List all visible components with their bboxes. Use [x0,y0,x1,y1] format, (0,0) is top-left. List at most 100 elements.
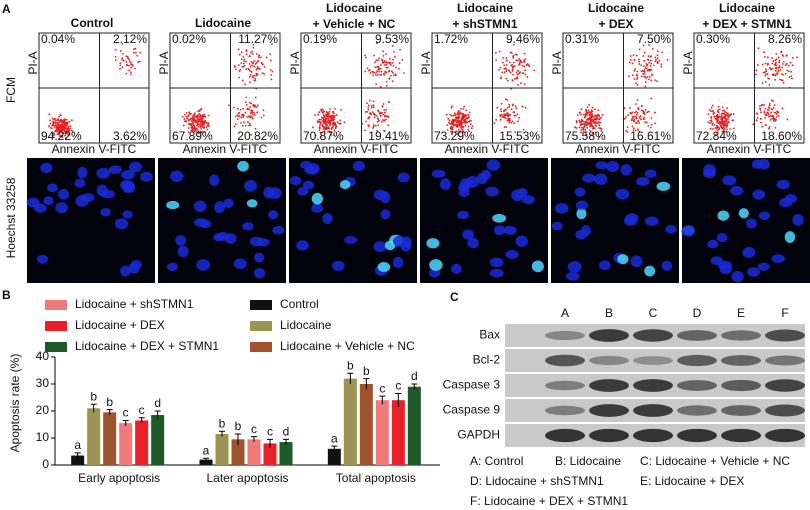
flow-dot [198,132,201,134]
flow-dot [631,115,634,118]
flow-dot [625,116,627,118]
flow-dot [200,123,203,125]
flow-dot [242,56,245,58]
flow-dot [64,132,67,135]
flow-x-label: Annexin V-FITC [314,142,399,156]
flow-dot [67,121,69,124]
legend-swatch [250,321,272,331]
flow-dot [768,125,771,128]
flow-dot [379,74,381,76]
flow-dot [119,50,122,52]
flow-dot [373,54,375,57]
flow-dot [380,121,383,123]
flow-dot [239,108,242,111]
nucleus [758,211,771,221]
flow-dot [724,115,727,118]
flow-dot [516,73,519,76]
flow-dot [387,101,390,103]
flow-dot [48,125,50,127]
flow-dot [368,99,371,102]
flow-dot [511,68,514,71]
nucleus [719,263,733,275]
flow-dot [709,122,712,124]
flow-dot [199,117,202,120]
quadrant-percent: 7.50% [637,32,671,46]
flow-dot [245,53,248,56]
flow-dot [384,114,386,117]
flow-dot [782,81,785,84]
flow-dot [52,122,55,125]
flow-dot [650,62,653,65]
flow-dot [64,134,66,137]
flow-dot [775,73,778,75]
flow-dot [245,60,247,63]
nucleus [114,218,129,230]
flow-dot [201,116,204,119]
flow-dot [722,109,724,112]
flow-dot [593,118,596,121]
flow-dot [250,51,252,54]
flow-dot [387,116,390,119]
flow-dot [631,62,634,65]
flow-dot [506,112,509,114]
flow-dot [635,117,638,120]
flow-dot [256,67,259,70]
flow-dot [505,68,508,71]
nucleus [710,256,723,266]
nucleus [485,186,499,197]
flow-dot [130,61,132,64]
flow-dot [372,100,375,103]
blot-band [589,329,629,342]
flow-dot [372,112,375,115]
flow-dot [385,63,388,66]
flow-dot [710,106,713,109]
flow-dot [654,122,656,125]
flow-dot [502,57,504,59]
nucleus [344,235,358,245]
flow-dot [656,54,659,57]
flow-dot [367,117,370,120]
column-header: + shSTMN1 [452,17,517,31]
flow-dot [391,80,394,83]
flow-dot [515,71,518,74]
flow-dot [710,119,713,122]
flow-dot [364,54,366,57]
flow-dot [518,116,520,119]
flow-dot [714,133,717,136]
flow-dot [56,133,59,136]
error-bar [122,419,129,426]
flow-dot [197,120,200,123]
lane-label: C [649,306,658,320]
flow-dot [511,66,514,69]
blot-band [721,405,761,416]
flow-dot [383,72,385,75]
flow-dot [646,76,649,78]
flow-dot [643,65,645,68]
flow-dot [368,116,371,119]
flow-dot [235,68,237,71]
flow-dot [312,126,314,129]
flow-dot [135,52,137,54]
flow-dot [68,132,70,135]
flow-dot [768,84,771,86]
flow-dot [518,58,521,60]
flow-dot [70,129,73,132]
flow-dot [464,121,467,124]
flow-dot [244,101,247,104]
flow-dot [250,133,253,136]
flow-dot [388,69,391,72]
flow-dot [374,66,377,69]
flow-dot [339,122,342,125]
blot-band [765,404,805,417]
flow-dot [62,132,65,135]
flow-dot [461,128,463,131]
flow-dot [788,70,790,73]
flow-dot [533,69,536,72]
flow-dot [392,74,395,77]
nucleus [339,180,351,190]
flow-dot [654,60,657,63]
flow-dot [468,116,470,118]
flow-dot [204,115,207,118]
error-bar [395,392,402,407]
flow-dot [521,72,524,75]
